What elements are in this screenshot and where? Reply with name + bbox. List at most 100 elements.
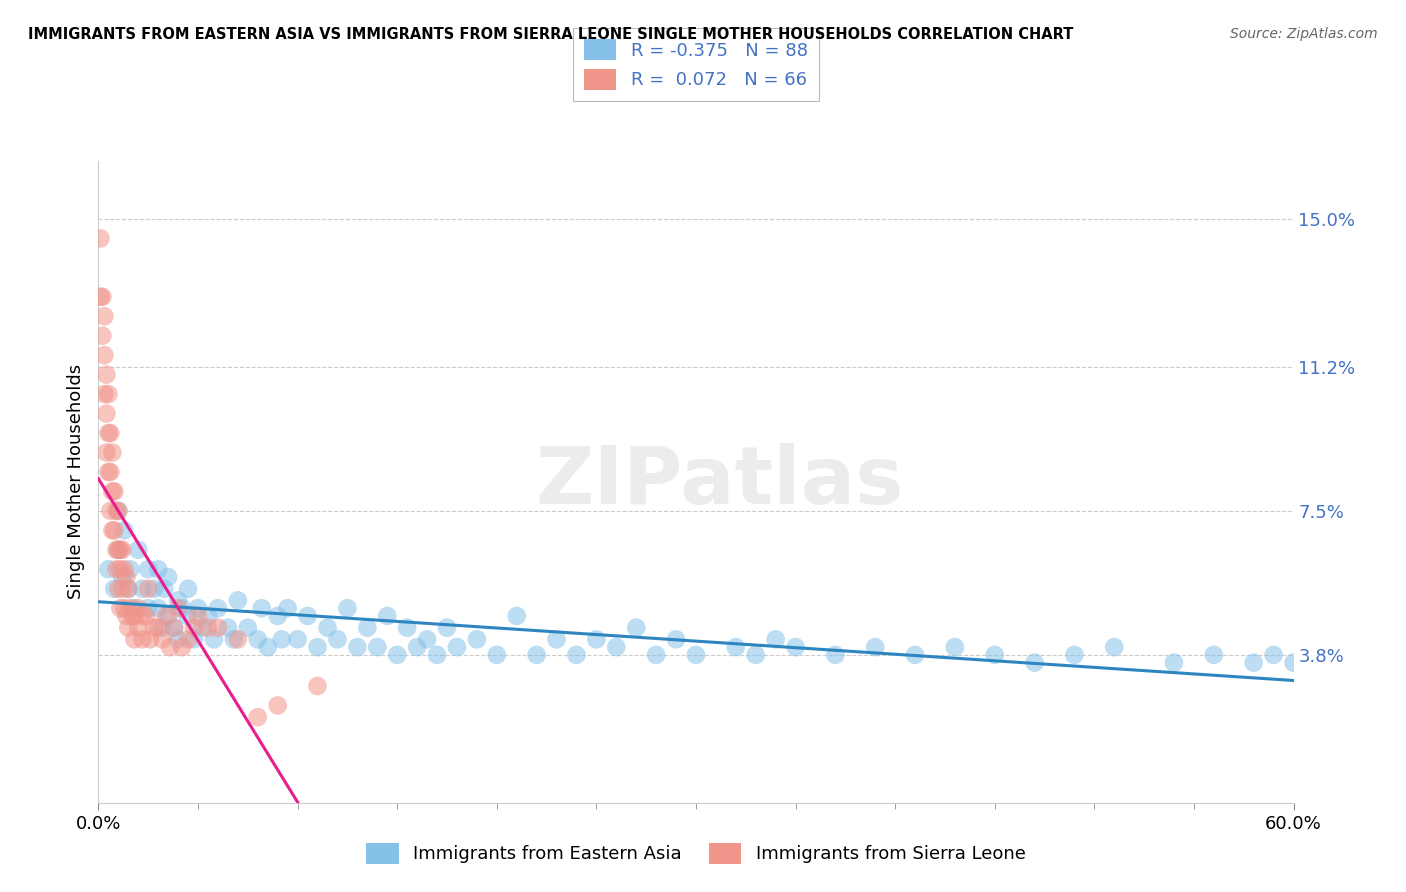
Point bbox=[107, 582, 129, 596]
Text: ZIPatlas: ZIPatlas bbox=[536, 442, 904, 521]
Point bbox=[157, 609, 180, 624]
Point bbox=[465, 632, 488, 647]
Point bbox=[197, 621, 219, 635]
Point bbox=[1282, 656, 1305, 670]
Point bbox=[585, 632, 607, 647]
Point bbox=[107, 504, 129, 518]
Point bbox=[436, 621, 458, 635]
Point bbox=[97, 387, 120, 401]
Point bbox=[131, 582, 153, 596]
Point bbox=[685, 648, 707, 662]
Point bbox=[565, 648, 588, 662]
Point bbox=[143, 621, 166, 635]
Point bbox=[93, 348, 115, 362]
Point bbox=[136, 562, 159, 576]
Point bbox=[426, 648, 449, 662]
Point bbox=[111, 582, 134, 596]
Point bbox=[356, 621, 378, 635]
Point bbox=[270, 632, 292, 647]
Point bbox=[127, 621, 149, 635]
Point bbox=[287, 632, 309, 647]
Point bbox=[665, 632, 688, 647]
Point bbox=[326, 632, 349, 647]
Point bbox=[202, 632, 225, 647]
Point bbox=[904, 648, 927, 662]
Point bbox=[131, 632, 153, 647]
Point bbox=[117, 582, 139, 596]
Point bbox=[183, 632, 205, 647]
Point bbox=[112, 562, 135, 576]
Point bbox=[506, 609, 529, 624]
Point bbox=[107, 542, 129, 557]
Point bbox=[120, 562, 142, 576]
Point bbox=[824, 648, 846, 662]
Point bbox=[485, 648, 508, 662]
Text: Source: ZipAtlas.com: Source: ZipAtlas.com bbox=[1230, 27, 1378, 41]
Point bbox=[366, 640, 388, 654]
Point bbox=[93, 387, 115, 401]
Point bbox=[101, 445, 124, 459]
Point bbox=[148, 562, 170, 576]
Point bbox=[101, 484, 124, 499]
Point bbox=[124, 632, 146, 647]
Point bbox=[103, 524, 125, 538]
Point bbox=[1104, 640, 1126, 654]
Point bbox=[1263, 648, 1285, 662]
Point bbox=[167, 593, 190, 607]
Point bbox=[785, 640, 807, 654]
Point bbox=[626, 621, 648, 635]
Point bbox=[406, 640, 429, 654]
Point bbox=[124, 609, 146, 624]
Point bbox=[226, 632, 249, 647]
Point bbox=[112, 601, 135, 615]
Point bbox=[115, 609, 138, 624]
Point bbox=[167, 632, 190, 647]
Point bbox=[110, 601, 132, 615]
Point bbox=[127, 542, 149, 557]
Point bbox=[89, 231, 111, 245]
Point bbox=[103, 582, 125, 596]
Point bbox=[150, 632, 173, 647]
Point bbox=[163, 621, 186, 635]
Point bbox=[148, 621, 170, 635]
Point bbox=[98, 425, 122, 440]
Point bbox=[307, 640, 329, 654]
Point bbox=[307, 679, 329, 693]
Point bbox=[120, 601, 142, 615]
Text: IMMIGRANTS FROM EASTERN ASIA VS IMMIGRANTS FROM SIERRA LEONE SINGLE MOTHER HOUSE: IMMIGRANTS FROM EASTERN ASIA VS IMMIGRAN… bbox=[28, 27, 1074, 42]
Point bbox=[222, 632, 245, 647]
Point bbox=[346, 640, 368, 654]
Point bbox=[96, 368, 118, 382]
Point bbox=[110, 542, 132, 557]
Point bbox=[765, 632, 787, 647]
Point bbox=[105, 542, 128, 557]
Point bbox=[177, 582, 200, 596]
Point bbox=[143, 582, 166, 596]
Point bbox=[745, 648, 768, 662]
Point bbox=[150, 621, 173, 635]
Point bbox=[155, 609, 177, 624]
Point bbox=[98, 465, 122, 479]
Point bbox=[416, 632, 439, 647]
Point bbox=[124, 601, 146, 615]
Point bbox=[207, 621, 229, 635]
Point bbox=[110, 562, 132, 576]
Point bbox=[267, 609, 290, 624]
Point bbox=[117, 621, 139, 635]
Point bbox=[546, 632, 568, 647]
Point bbox=[136, 601, 159, 615]
Point bbox=[136, 582, 159, 596]
Point bbox=[336, 601, 359, 615]
Point bbox=[115, 570, 138, 584]
Point bbox=[91, 328, 114, 343]
Point bbox=[117, 582, 139, 596]
Point bbox=[865, 640, 887, 654]
Point bbox=[246, 710, 269, 724]
Point bbox=[1163, 656, 1185, 670]
Point bbox=[127, 601, 149, 615]
Point bbox=[316, 621, 339, 635]
Point bbox=[250, 601, 273, 615]
Point bbox=[97, 425, 120, 440]
Point bbox=[97, 562, 120, 576]
Point bbox=[256, 640, 278, 654]
